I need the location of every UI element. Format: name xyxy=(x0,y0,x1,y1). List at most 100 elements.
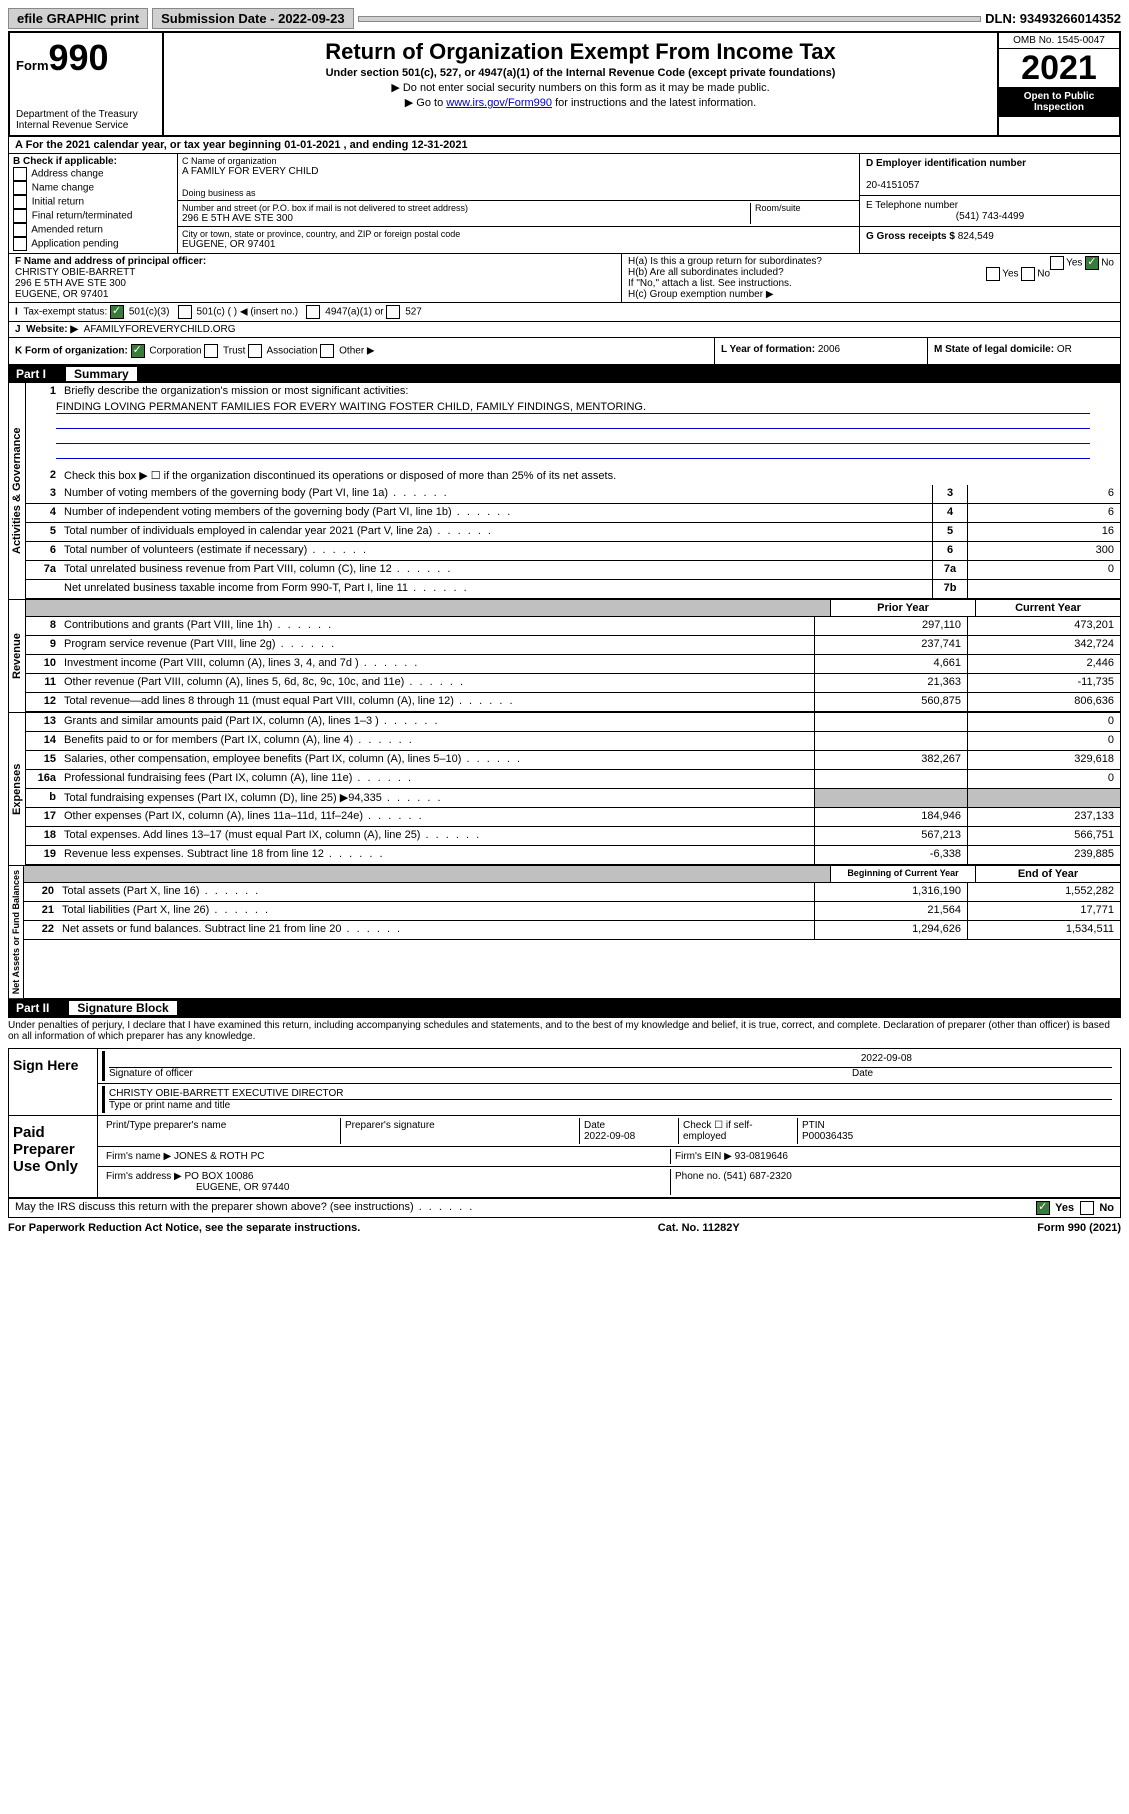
cb-4947[interactable] xyxy=(306,305,320,319)
addr-label: Number and street (or P.O. box if mail i… xyxy=(182,203,750,213)
summary-governance: Activities & Governance 1Briefly describ… xyxy=(8,383,1121,600)
cat-number: Cat. No. 11282Y xyxy=(658,1222,740,1234)
irs-link[interactable]: www.irs.gov/Form990 xyxy=(446,97,552,109)
firm-addr-label: Firm's address ▶ xyxy=(106,1171,182,1182)
row-klm: K Form of organization: Corporation Trus… xyxy=(9,338,1120,364)
q1: Briefly describe the organization's miss… xyxy=(60,383,1120,401)
gross-value: 824,549 xyxy=(958,231,994,242)
address-row: Number and street (or P.O. box if mail i… xyxy=(178,201,859,227)
cb-initial-return[interactable]: Initial return xyxy=(13,195,173,209)
ha-yes[interactable]: Yes xyxy=(1066,258,1082,269)
g-label: G Gross receipts $ xyxy=(866,231,955,242)
head-begin: Beginning of Current Year xyxy=(830,866,975,882)
sum-row: 4 Number of independent voting members o… xyxy=(26,504,1120,523)
q2: Check this box ▶ ☐ if the organization d… xyxy=(60,467,1120,485)
sum-row: 20 Total assets (Part X, line 16) 1,316,… xyxy=(24,883,1120,902)
cb-discuss-yes[interactable] xyxy=(1036,1201,1050,1215)
summary-expenses: Expenses 13 Grants and similar amounts p… xyxy=(8,713,1121,866)
officer-name-title: CHRISTY OBIE-BARRETT EXECUTIVE DIRECTOR xyxy=(109,1088,1112,1099)
website-value: AFAMILYFOREVERYCHILD.ORG xyxy=(84,324,236,335)
sum-row: 12 Total revenue—add lines 8 through 11 … xyxy=(26,693,1120,712)
sum-row: 14 Benefits paid to or for members (Part… xyxy=(26,732,1120,751)
cb-501c[interactable] xyxy=(178,305,192,319)
d-label: D Employer identification number xyxy=(866,158,1026,169)
cb-address-change[interactable]: Address change xyxy=(13,167,173,181)
vtab-governance: Activities & Governance xyxy=(9,383,26,599)
org-name-row: C Name of organization A FAMILY FOR EVER… xyxy=(178,154,859,201)
sum-row: 10 Investment income (Part VIII, column … xyxy=(26,655,1120,674)
submission-date-button[interactable]: Submission Date - 2022-09-23 xyxy=(152,8,354,29)
m-label: M State of legal domicile: xyxy=(934,344,1054,355)
form-word: Form xyxy=(16,58,49,73)
form-number: Form990 xyxy=(16,37,156,79)
may-irs-row: May the IRS discuss this return with the… xyxy=(8,1199,1121,1218)
firm-phone: (541) 687-2320 xyxy=(723,1171,791,1182)
summary-revenue: Revenue Prior YearCurrent Year 8 Contrib… xyxy=(8,600,1121,713)
hb-row: H(b) Are all subordinates included? Yes … xyxy=(628,267,1114,278)
cb-other[interactable] xyxy=(320,344,334,358)
declaration-text: Under penalties of perjury, I declare th… xyxy=(8,1017,1121,1044)
sum-row: 3 Number of voting members of the govern… xyxy=(26,485,1120,504)
cb-discuss-no[interactable] xyxy=(1080,1201,1094,1215)
firm-ein: 93-0819646 xyxy=(735,1151,788,1162)
col-deg: D Employer identification number 20-4151… xyxy=(859,154,1120,253)
tax-year: 2021 xyxy=(999,49,1119,87)
sign-here-label: Sign Here xyxy=(9,1049,98,1115)
sig-name-label: Type or print name and title xyxy=(109,1099,1112,1111)
cb-trust[interactable] xyxy=(204,344,218,358)
head-prior: Prior Year xyxy=(830,600,975,616)
prep-check[interactable]: Check ☐ if self-employed xyxy=(679,1118,798,1144)
prep-date-label: Date xyxy=(584,1120,605,1131)
hb-yes[interactable]: Yes xyxy=(1002,269,1018,280)
cb-amended-return[interactable]: Amended return xyxy=(13,223,173,237)
dln-label: DLN: 93493266014352 xyxy=(985,11,1121,26)
sum-row: 21 Total liabilities (Part X, line 26) 2… xyxy=(24,902,1120,921)
head-current: Current Year xyxy=(975,600,1120,616)
form-990: 990 xyxy=(49,37,109,78)
spacer-button xyxy=(358,16,982,22)
sum-row: 13 Grants and similar amounts paid (Part… xyxy=(26,713,1120,732)
header-right: OMB No. 1545-0047 2021 Open to Public In… xyxy=(997,33,1119,135)
room-label: Room/suite xyxy=(755,203,855,213)
hb-no[interactable]: No xyxy=(1037,269,1050,280)
cb-corp[interactable] xyxy=(131,344,145,358)
header-mid: Return of Organization Exempt From Incom… xyxy=(164,33,997,135)
sum-row: 22 Net assets or fund balances. Subtract… xyxy=(24,921,1120,940)
k-corp: Corporation xyxy=(149,346,201,357)
c-label: C Name of organization xyxy=(182,156,855,166)
sum-row: b Total fundraising expenses (Part IX, c… xyxy=(26,789,1120,808)
section-a: A For the 2021 calendar year, or tax yea… xyxy=(8,137,1121,365)
firm-name: JONES & ROTH PC xyxy=(174,1151,265,1162)
sum-row: 17 Other expenses (Part IX, column (A), … xyxy=(26,808,1120,827)
block-bcdefg: B Check if applicable: Address change Na… xyxy=(9,154,1120,254)
footer: For Paperwork Reduction Act Notice, see … xyxy=(8,1222,1121,1234)
cb-501c3[interactable] xyxy=(110,305,124,319)
cb-527[interactable] xyxy=(386,305,400,319)
firm-addr1: PO BOX 10086 xyxy=(185,1171,254,1182)
form-header: Form990 Department of the Treasury Inter… xyxy=(8,31,1121,137)
j-label: Website: ▶ xyxy=(26,324,78,335)
hc-label: H(c) Group exemption number ▶ xyxy=(628,289,1114,300)
cb-final-return[interactable]: Final return/terminated xyxy=(13,209,173,223)
firm-ein-label: Firm's EIN ▶ xyxy=(675,1151,732,1162)
cb-name-change[interactable]: Name change xyxy=(13,181,173,195)
sum-row: 7a Total unrelated business revenue from… xyxy=(26,561,1120,580)
sum-row: 11 Other revenue (Part VIII, column (A),… xyxy=(26,674,1120,693)
phone-row: E Telephone number (541) 743-4499 xyxy=(860,196,1120,227)
note-link: ▶ Go to www.irs.gov/Form990 for instruct… xyxy=(168,96,993,109)
cb-application-pending[interactable]: Application pending xyxy=(13,237,173,251)
i-label: Tax-exempt status: xyxy=(23,307,107,318)
city-label: City or town, state or province, country… xyxy=(182,229,855,239)
vtab-net: Net Assets or Fund Balances xyxy=(9,866,24,998)
row-j: J Website: ▶ AFAMILYFOREVERYCHILD.ORG xyxy=(9,322,1120,338)
omb-number: OMB No. 1545-0047 xyxy=(999,33,1119,49)
m-val: OR xyxy=(1057,344,1072,355)
cb-assoc[interactable] xyxy=(248,344,262,358)
firm-phone-label: Phone no. xyxy=(675,1171,721,1182)
efile-button[interactable]: efile GRAPHIC print xyxy=(8,8,148,29)
ein-value: 20-4151057 xyxy=(866,180,919,191)
discuss-no: No xyxy=(1099,1202,1114,1214)
paid-preparer-label: Paid Preparer Use Only xyxy=(9,1116,98,1197)
ha-no[interactable]: No xyxy=(1101,258,1114,269)
ptin-label: PTIN xyxy=(802,1120,825,1131)
